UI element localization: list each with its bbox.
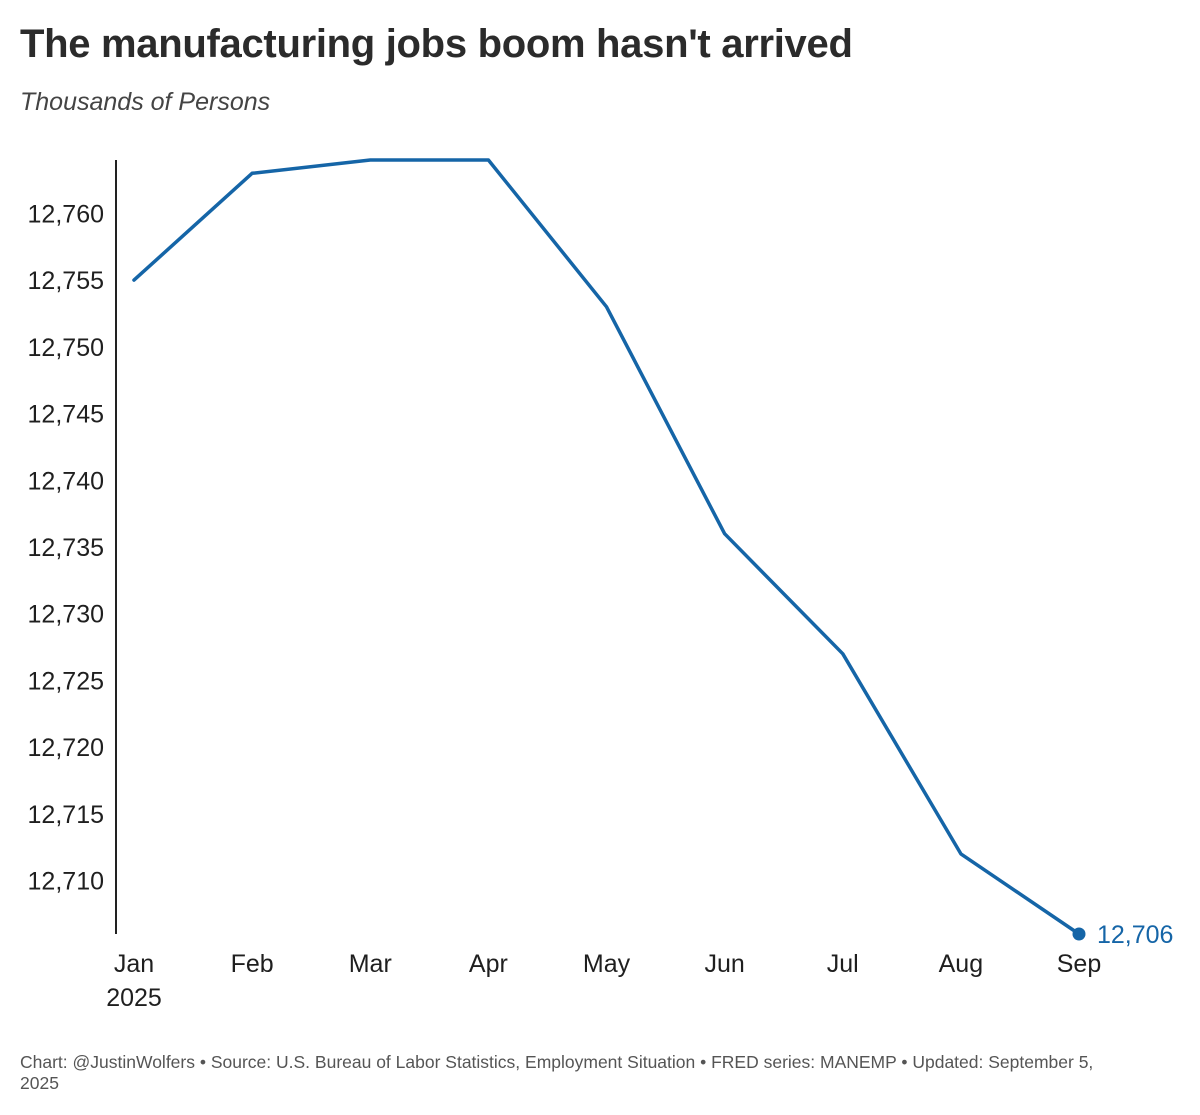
chart-title: The manufacturing jobs boom hasn't arriv… bbox=[20, 22, 853, 66]
x-tick-label: Jun bbox=[704, 950, 744, 978]
y-tick-label: 12,710 bbox=[28, 868, 104, 896]
y-tick-label: 12,755 bbox=[28, 267, 104, 295]
end-point-label: 12,706 bbox=[1097, 921, 1173, 949]
x-tick-label: Mar bbox=[349, 950, 392, 978]
y-tick-label: 12,750 bbox=[28, 334, 104, 362]
x-axis: Jan Feb Mar Apr May Jun Jul Aug Sep 2025 bbox=[106, 950, 1101, 1012]
x-tick-sublabel: 2025 bbox=[106, 984, 162, 1012]
x-tick-label: Jan bbox=[114, 950, 154, 978]
y-axis: 12,710 12,715 12,720 12,725 12,730 12,735 12,7… bbox=[28, 160, 117, 934]
y-tick-label: 12,730 bbox=[28, 601, 104, 629]
y-tick-label: 12,720 bbox=[28, 734, 104, 762]
y-tick-label: 12,745 bbox=[28, 401, 104, 429]
x-tick-label: Sep bbox=[1057, 950, 1101, 978]
end-point-marker bbox=[1072, 927, 1086, 941]
chart-footer: Chart: @JustinWolfers • Source: U.S. Bur… bbox=[20, 1052, 1094, 1093]
series-group: 12,706 bbox=[132, 158, 1173, 949]
y-tick-label: 12,740 bbox=[28, 467, 104, 495]
chart-subtitle: Thousands of Persons bbox=[20, 88, 271, 116]
series-line bbox=[132, 158, 1081, 936]
x-tick-label: Feb bbox=[231, 950, 274, 978]
x-tick-label: May bbox=[583, 950, 631, 978]
x-tick-label: Apr bbox=[469, 950, 508, 978]
y-tick-label: 12,760 bbox=[28, 200, 104, 228]
x-tick-label: Aug bbox=[939, 950, 983, 978]
y-tick-label: 12,725 bbox=[28, 667, 104, 695]
y-tick-label: 12,735 bbox=[28, 534, 104, 562]
x-tick-label: Jul bbox=[827, 950, 859, 978]
y-tick-label: 12,715 bbox=[28, 801, 104, 829]
